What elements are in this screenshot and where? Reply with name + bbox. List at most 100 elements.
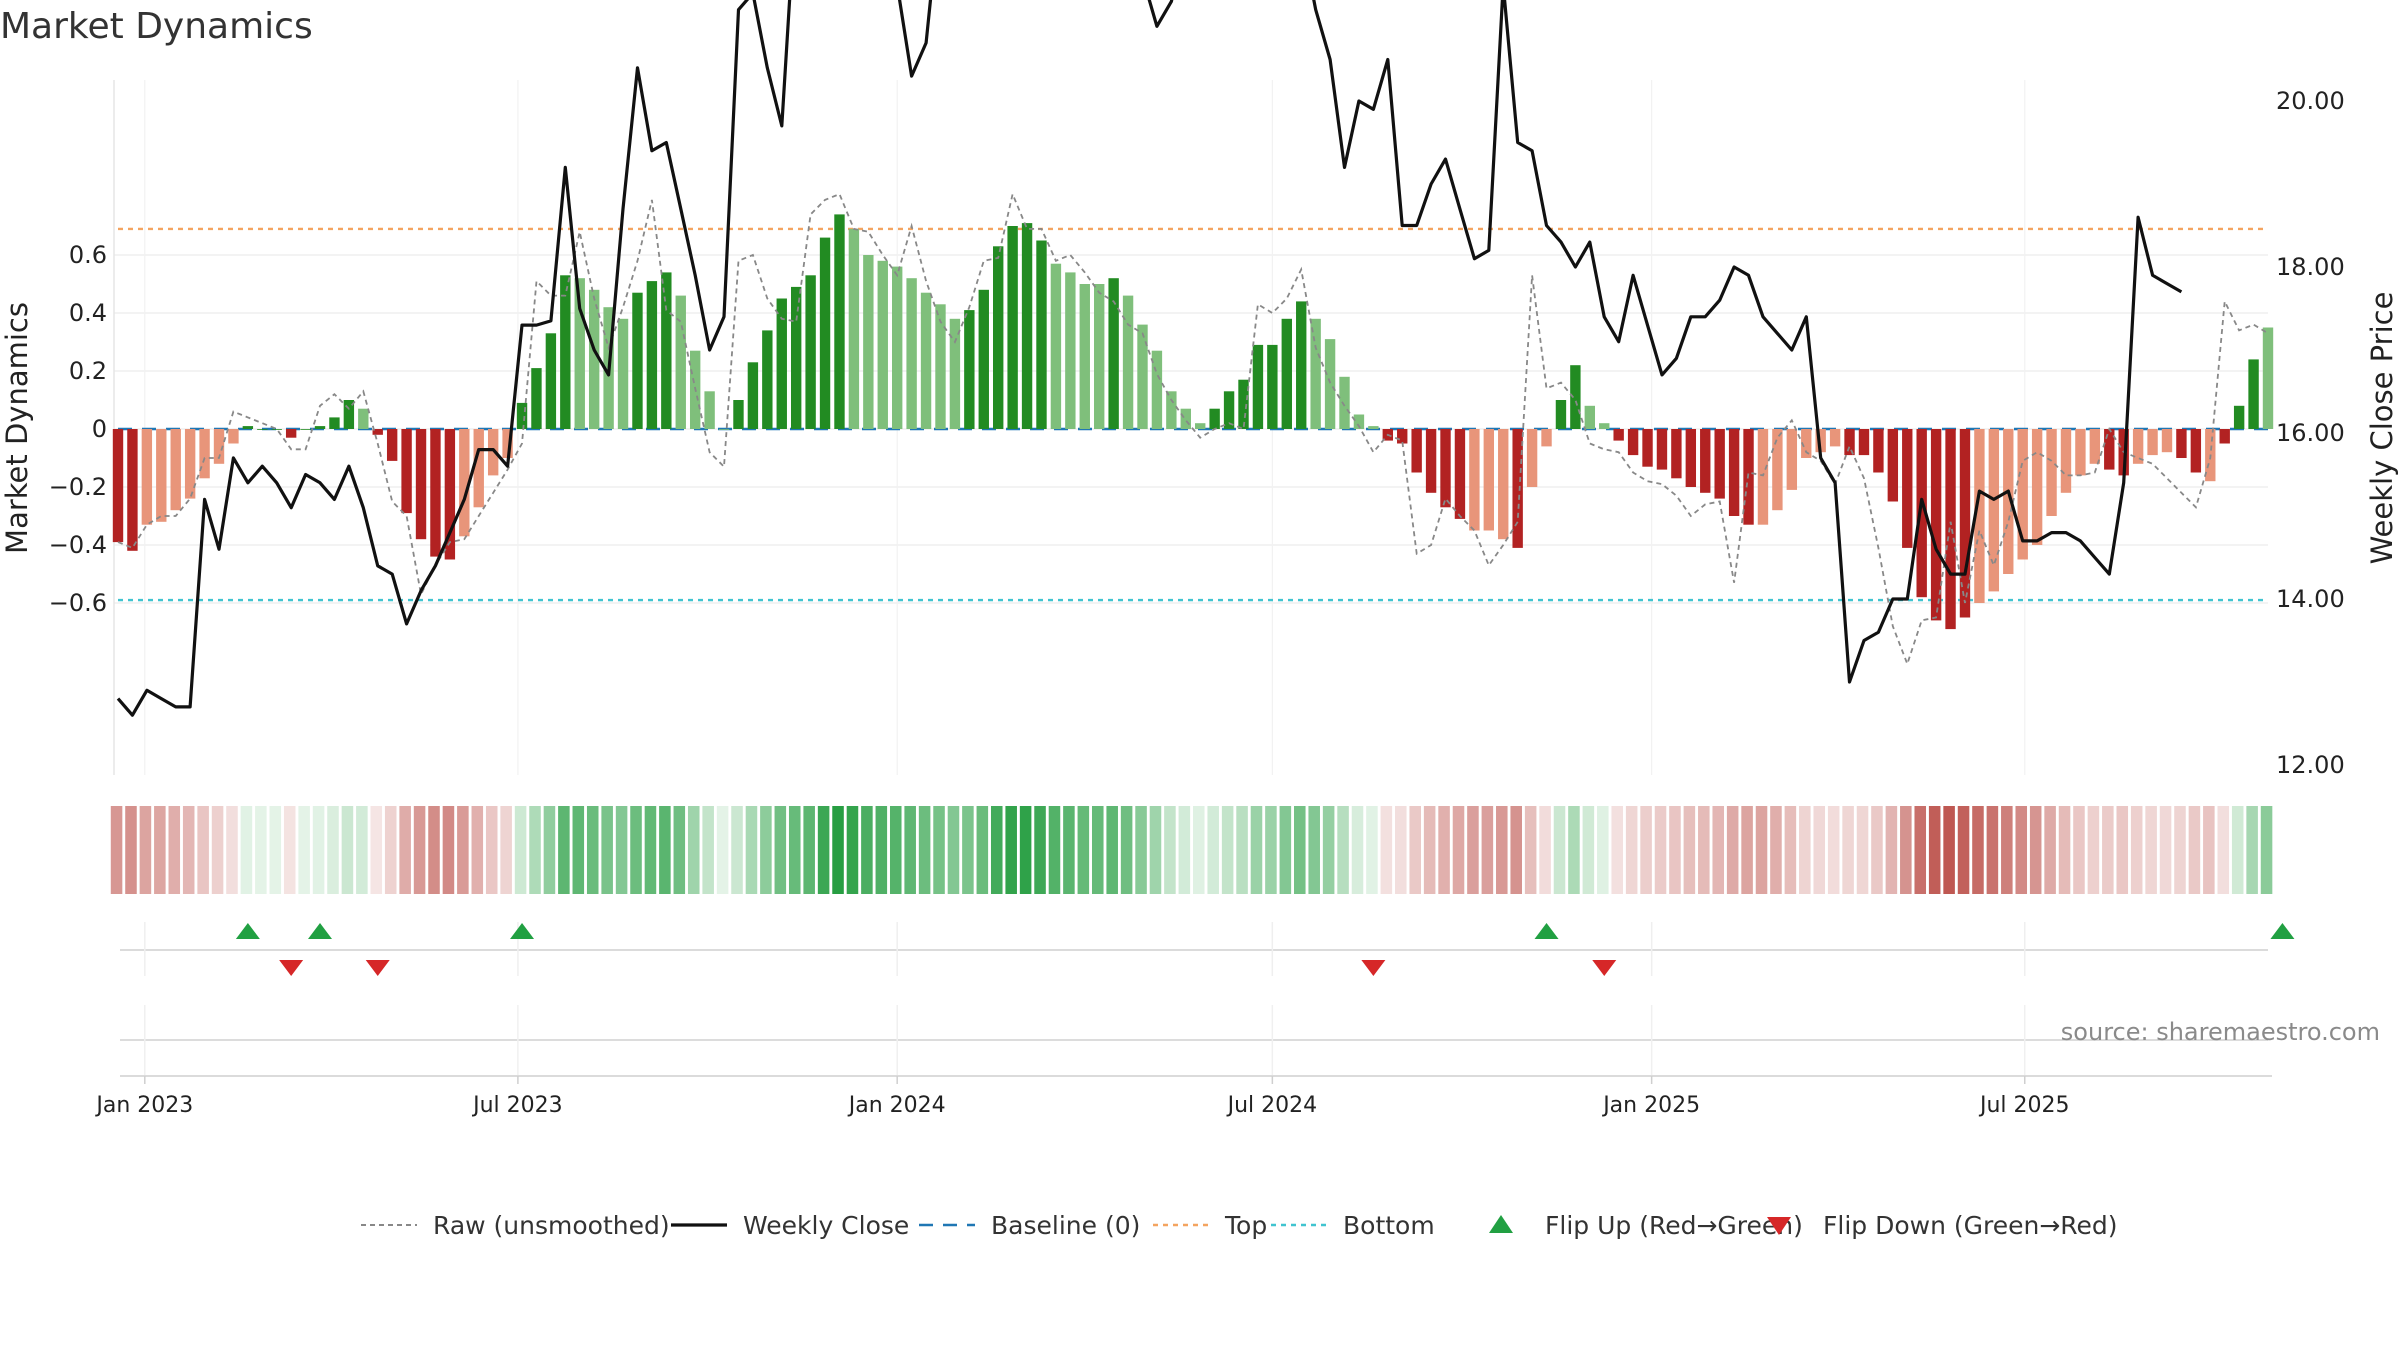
dynamics-bar: [718, 429, 730, 430]
dynamics-bar: [2190, 429, 2202, 473]
legend-item-raw: Raw (unsmoothed): [361, 1211, 670, 1240]
heat-cell: [1019, 806, 1032, 894]
heat-cell: [2102, 806, 2114, 894]
heat-cell: [1986, 806, 1999, 894]
heat-cell: [428, 806, 440, 894]
dynamics-bar: [588, 289, 600, 429]
dynamics-bar: [329, 417, 340, 429]
level-lines: [118, 227, 2268, 602]
heat-cell: [2203, 806, 2215, 894]
heat-cell: [182, 806, 195, 894]
heat-cell: [601, 806, 613, 894]
heat-cell: [1568, 806, 1580, 894]
dynamics-bar: [213, 429, 225, 464]
heat-cell: [1063, 806, 1075, 894]
dynamics-bar: [199, 429, 210, 479]
dynamics-bar: [1151, 350, 1163, 429]
dynamics-bar: [386, 429, 398, 461]
dynamics-bar: [646, 281, 658, 429]
legend-item-flipup: Flip Up (Red→Green): [1489, 1211, 1803, 1240]
dynamics-bar: [574, 278, 585, 429]
dynamics-bar: [1079, 284, 1090, 429]
heat-cell: [1611, 806, 1623, 894]
heat-cell: [1928, 806, 1941, 894]
legend-item-bottom: Bottom: [1271, 1211, 1435, 1240]
heat-cell: [760, 806, 772, 894]
dynamics-bar: [2089, 429, 2101, 464]
dynamics-bar: [502, 429, 513, 458]
dynamics-bar: [978, 289, 989, 429]
left-tick-label: −0.2: [49, 473, 107, 501]
heat-cell: [1322, 806, 1335, 894]
heat-cell: [356, 806, 368, 894]
dynamics-bar: [1974, 429, 1985, 603]
flip-down-marker: [1592, 960, 1617, 976]
dynamics-bar: [1050, 263, 1062, 429]
heat-cell: [1481, 806, 1494, 894]
dynamics-bar: [156, 429, 167, 522]
heat-cell: [1510, 806, 1522, 894]
dynamics-bar: [949, 318, 961, 429]
heat-cell: [2174, 806, 2186, 894]
dynamics-bar: [1483, 429, 1494, 531]
raw-line: [117, 191, 2269, 667]
left-axis-label: Market Dynamics: [0, 302, 34, 554]
dynamics-bar: [1988, 429, 2000, 592]
dynamics-bar: [1959, 429, 1971, 618]
heat-cell: [283, 806, 296, 894]
dynamics-bar: [401, 429, 412, 514]
heat-cell: [1452, 806, 1465, 894]
dynamics-bar: [2161, 429, 2173, 453]
dynamics-bar: [776, 298, 787, 429]
dynamics-bar: [993, 246, 1004, 429]
heat-cell: [1279, 806, 1292, 894]
heat-cell: [168, 806, 181, 894]
dynamics-bar: [545, 333, 557, 429]
dynamics-bar: [1829, 429, 1841, 447]
dynamics-bar: [1700, 429, 1711, 493]
raw-series: [117, 191, 2269, 667]
dynamics-bar: [473, 429, 484, 508]
heat-cell: [788, 806, 801, 894]
dynamics-bar: [2017, 429, 2028, 560]
flip-markers: [120, 922, 2295, 976]
dynamics-bar: [2248, 359, 2259, 429]
heat-cell: [1409, 806, 1421, 894]
dynamics-bar: [1209, 408, 1220, 429]
dynamics-bar: [1238, 379, 1249, 429]
dynamics-bar: [2147, 429, 2158, 456]
weekly-close-series: [116, 0, 2183, 717]
heat-cell: [370, 806, 383, 894]
left-tick-label: 0.6: [69, 241, 107, 269]
dynamics-bar: [1570, 365, 1581, 429]
dynamics-bar: [1281, 318, 1292, 429]
legend-label: Raw (unsmoothed): [433, 1211, 670, 1240]
heat-cell: [1683, 806, 1696, 894]
dynamics-bar: [2132, 429, 2144, 464]
heat-cell: [1741, 806, 1753, 894]
heat-cell: [889, 806, 902, 894]
heat-cell: [1467, 806, 1479, 894]
dynamics-bar: [1339, 376, 1350, 429]
heat-cell: [1640, 806, 1652, 894]
heat-cell: [2087, 806, 2100, 894]
dynamics-bar: [661, 272, 672, 429]
dynamics-bar: [242, 426, 254, 429]
dynamics-bar: [1166, 391, 1177, 429]
dynamics-bar: [1353, 414, 1365, 429]
heat-cell: [2159, 806, 2172, 894]
heat-cell: [1799, 806, 1811, 894]
heat-cell: [211, 806, 224, 894]
source-label: source: sharemaestro.com: [2061, 1018, 2380, 1046]
heat-cell: [1366, 806, 1378, 894]
heat-cell: [1351, 806, 1364, 894]
dynamics-bar: [2003, 429, 2014, 574]
heat-cell: [1005, 806, 1017, 894]
dynamics-bar: [834, 214, 845, 429]
heat-cell: [832, 806, 844, 894]
left-tick-label: −0.4: [49, 531, 107, 559]
heat-cell: [485, 806, 498, 894]
heat-cell: [1726, 806, 1739, 894]
legend-label: Top: [1224, 1211, 1267, 1240]
